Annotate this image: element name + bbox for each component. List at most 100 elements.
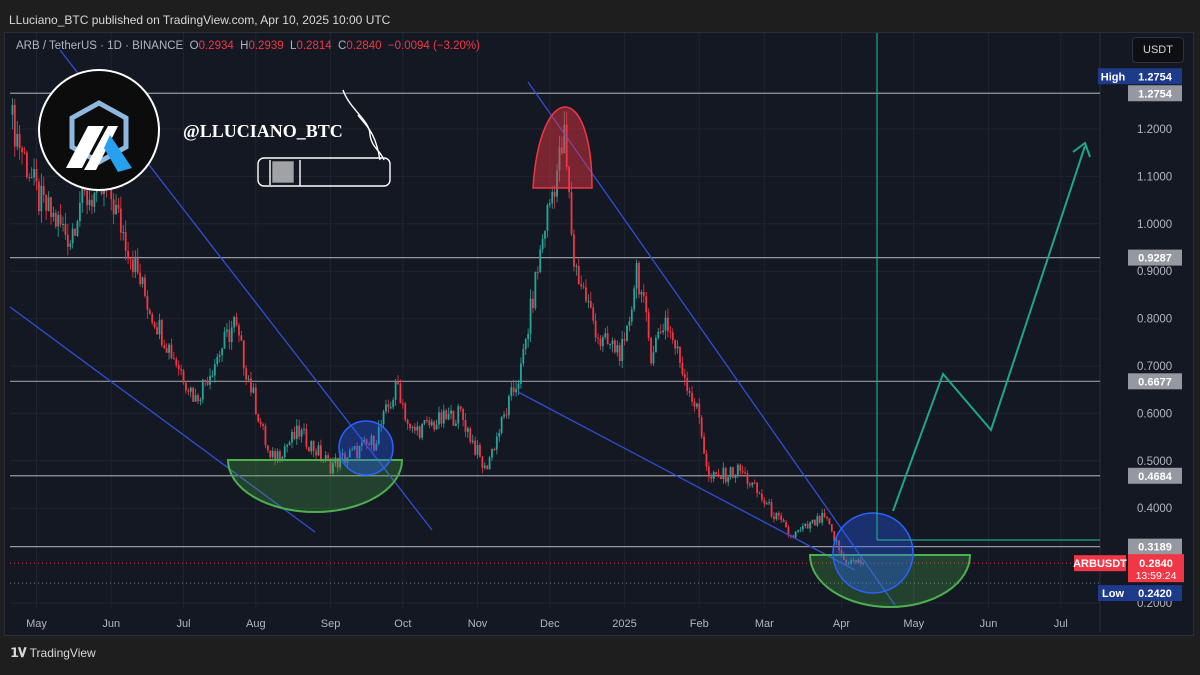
candle-body <box>112 199 115 215</box>
candle-body <box>435 424 438 430</box>
publish-line: LLuciano_BTC published on TradingView.co… <box>9 13 391 27</box>
bowl-1 <box>226 459 404 513</box>
candle-body <box>286 444 289 447</box>
candle-body <box>192 387 195 402</box>
candle-body <box>462 408 464 420</box>
candle-body <box>418 426 421 438</box>
candle-body <box>833 531 836 542</box>
candle-body <box>324 455 327 460</box>
candle-body <box>527 333 530 340</box>
footer-brand[interactable]: 𝟭𝐕 TradingView <box>10 645 96 661</box>
candle-body <box>62 223 64 225</box>
candle-body <box>23 152 26 154</box>
candle-body <box>469 428 472 443</box>
candle-body <box>541 238 544 250</box>
candle-body <box>594 320 597 338</box>
candle-body <box>797 530 799 532</box>
candle-body <box>614 340 616 353</box>
candle-body <box>385 404 387 412</box>
candle-body <box>365 439 368 445</box>
candle-body <box>221 348 223 356</box>
candle-body <box>348 450 351 458</box>
candle-body <box>652 352 655 364</box>
price-tick-label: 1.0000 <box>1137 219 1172 231</box>
candle-body <box>452 410 455 426</box>
candle-body <box>382 411 385 425</box>
candle-body <box>216 356 219 365</box>
candle-body <box>189 387 192 392</box>
candle-body <box>582 286 585 288</box>
level-price-tag: 0.9287 <box>1138 253 1172 265</box>
candle-body <box>115 204 117 215</box>
candle-body <box>242 340 245 369</box>
candle-body <box>816 516 819 526</box>
candle-body <box>399 383 402 404</box>
candle-body <box>536 271 539 273</box>
candle-body <box>601 337 604 347</box>
candle-body <box>175 359 178 366</box>
candle-body <box>119 208 122 233</box>
candle-body <box>185 382 187 391</box>
high-value-tag: 1.2754 <box>1138 71 1173 83</box>
candle-body <box>187 390 190 392</box>
candle-body <box>356 446 358 459</box>
candle-body <box>787 527 790 536</box>
candle-body <box>729 467 732 478</box>
high-label-tag: High <box>1101 71 1126 83</box>
arbitrum-logo <box>38 69 160 191</box>
candle-body <box>724 467 727 482</box>
price-tick-label: 0.6000 <box>1137 408 1172 420</box>
candle-body <box>50 197 52 217</box>
time-tick-label: Dec <box>540 618 560 630</box>
candle-body <box>344 453 346 463</box>
candle-body <box>809 522 812 529</box>
candle-body <box>281 457 284 460</box>
candle-body <box>736 464 739 475</box>
candle-body <box>782 520 785 523</box>
candle-body <box>618 345 621 362</box>
currency-button[interactable]: USDT <box>1132 37 1184 63</box>
candle-body <box>160 320 163 346</box>
trendline-upper-2 <box>527 81 896 606</box>
candle-body <box>464 419 467 432</box>
candle-body <box>727 477 730 482</box>
candle-body <box>254 387 257 415</box>
candle-body <box>341 453 344 456</box>
candle-body <box>676 346 679 349</box>
candle-body <box>18 133 21 149</box>
last-price-value: 0.2840 <box>1139 558 1173 570</box>
candle-body <box>708 466 710 477</box>
open-label: O <box>189 40 199 52</box>
candle-body <box>413 426 416 431</box>
author-handle: @LLUCIANO_BTC <box>183 121 343 141</box>
candle-body <box>679 346 681 363</box>
candle-body <box>81 182 84 203</box>
candle-body <box>146 295 149 310</box>
candle-body <box>565 124 568 168</box>
candle-body <box>512 387 515 393</box>
candle-body <box>609 344 611 346</box>
candle-body <box>773 516 775 520</box>
time-tick-label: Apr <box>833 618 850 630</box>
candle-body <box>404 403 407 420</box>
low-label: L <box>290 40 297 52</box>
candle-body <box>498 432 501 437</box>
candle-body <box>288 442 291 445</box>
candle-body <box>91 199 93 207</box>
candle-body <box>821 513 824 523</box>
candle-body <box>739 464 742 471</box>
level-price-tag-bg <box>1128 249 1182 266</box>
candle-body <box>746 473 749 484</box>
candle-body <box>389 407 392 409</box>
chart-panel[interactable] <box>4 32 1194 636</box>
candle-body <box>553 191 556 197</box>
candle-body <box>467 428 469 432</box>
candle-body <box>363 439 366 443</box>
candle-body <box>305 428 308 448</box>
candle-body <box>751 482 754 486</box>
candle-body <box>524 339 527 349</box>
price-axis: 1.2000 1.1000 1.0000 0.9000 0.8000 0.7000 0.60… <box>1137 124 1172 610</box>
highlight-circle-1 <box>338 420 394 476</box>
candle-body <box>611 340 614 345</box>
